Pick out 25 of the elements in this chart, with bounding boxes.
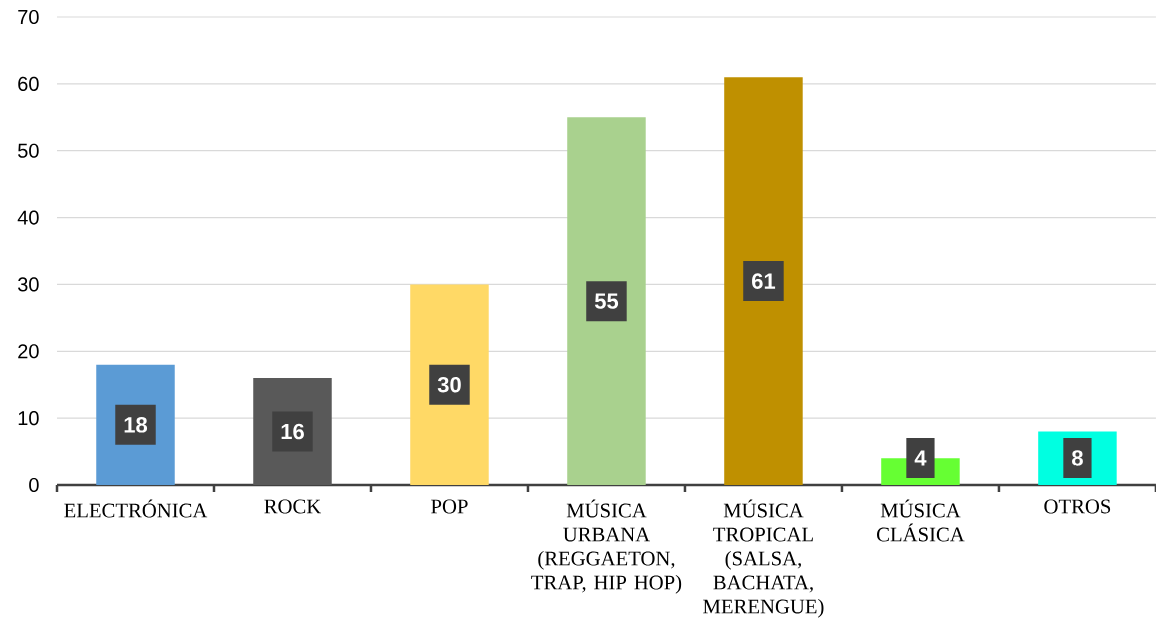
data-label: 30 — [437, 376, 461, 393]
x-tick-label: OTROS — [1044, 499, 1111, 514]
y-tick-label: 20 — [18, 344, 39, 359]
x-tick-label: POP — [431, 499, 468, 514]
data-label: 18 — [124, 417, 148, 433]
data-label: 8 — [1072, 450, 1083, 466]
bar — [410, 284, 489, 485]
y-tick-label: 50 — [18, 143, 39, 158]
x-tick-label: ELECTRÓNICA — [64, 499, 208, 518]
data-label: 61 — [752, 273, 776, 289]
bar — [724, 77, 803, 485]
data-label: 16 — [281, 423, 304, 440]
x-tick-label: ROCK — [264, 499, 322, 514]
y-tick-label: 30 — [18, 277, 39, 292]
y-tick-label: 60 — [18, 76, 39, 91]
data-label: 4 — [914, 450, 927, 466]
y-tick-label: 10 — [18, 411, 39, 426]
data-label: 55 — [594, 293, 619, 309]
y-tick-label: 0 — [29, 477, 39, 493]
y-tick-label: 70 — [18, 9, 39, 25]
y-tick-label: 40 — [17, 210, 39, 225]
x-tick-label: MÚSICA CLÁSICA — [877, 499, 965, 542]
x-tick-label: MÚSICA URBANA (REGGAETON, TRAP, HIP HOP) — [531, 499, 682, 594]
x-tick-label: MÚSICA TROPICAL (SALSA, BACHATA, MERENGUE) — [703, 499, 824, 618]
bar — [567, 117, 646, 485]
